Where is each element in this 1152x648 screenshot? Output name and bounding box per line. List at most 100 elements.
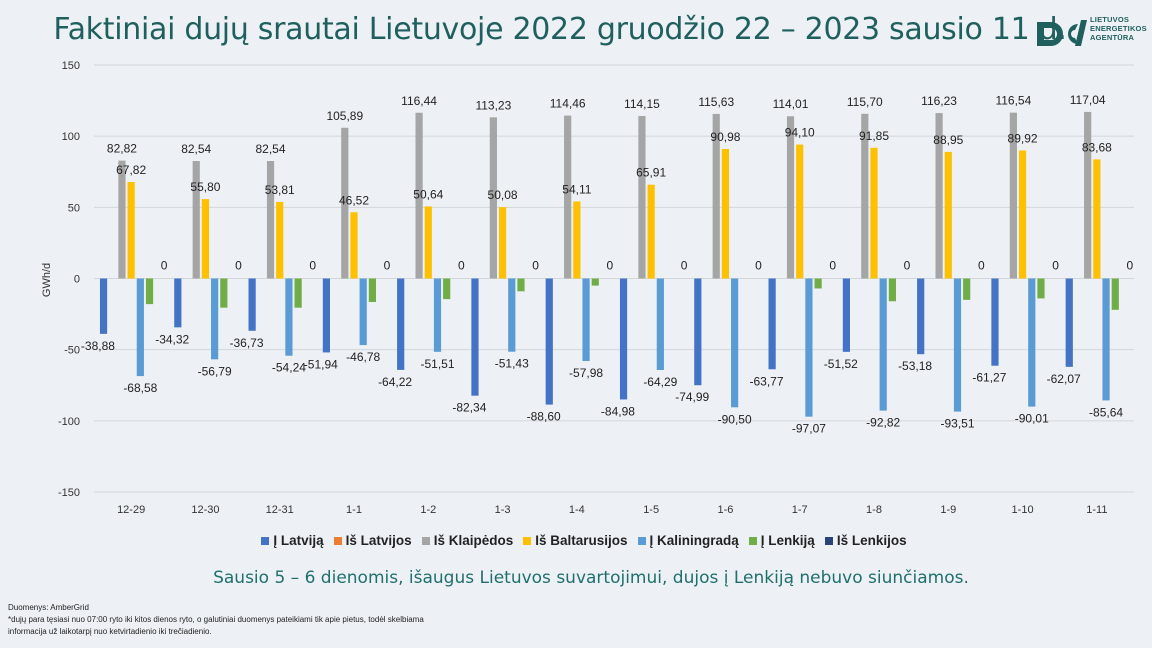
data-label: 116,54 — [995, 94, 1031, 108]
bar — [591, 278, 599, 286]
data-label: 0 — [161, 259, 168, 273]
bar — [879, 278, 887, 411]
data-label: -85,64 — [1089, 405, 1123, 419]
data-label: -56,79 — [198, 364, 232, 378]
bar — [443, 278, 451, 300]
data-label: -97,07 — [792, 422, 826, 436]
data-label: 105,89 — [326, 109, 363, 123]
x-tick-label: 1-9 — [940, 504, 956, 516]
bar — [471, 278, 479, 396]
legend-label: Į Latviją — [273, 533, 324, 548]
page-title: Faktiniai dujų srautai Lietuvoje 2022 gr… — [53, 12, 1067, 47]
bar — [861, 113, 869, 279]
bar — [582, 278, 590, 362]
bar — [1018, 150, 1027, 279]
bar — [276, 201, 284, 279]
bar — [870, 147, 878, 279]
data-label: 115,63 — [698, 95, 734, 109]
chart-note: Sausio 5 – 6 dienomis, išaugus Lietuvos … — [213, 568, 969, 588]
bar — [192, 161, 200, 279]
data-label: -51,43 — [495, 357, 529, 371]
bar — [424, 206, 432, 279]
data-label: -57,98 — [569, 366, 603, 380]
y-tick-label: -50 — [64, 345, 80, 357]
legend-swatch — [261, 536, 270, 545]
legend-swatch — [421, 536, 430, 545]
data-label: 67,82 — [116, 163, 146, 177]
bar — [118, 160, 126, 279]
data-label: 82,54 — [255, 142, 285, 156]
data-label: -93,51 — [940, 417, 974, 431]
data-label: 83,68 — [1082, 140, 1112, 154]
bar — [991, 278, 999, 366]
x-tick-label: 1-6 — [717, 504, 733, 516]
legend-label: Iš Baltarusijos — [535, 533, 628, 548]
data-label: -62,07 — [1047, 372, 1081, 386]
y-tick-label: 100 — [62, 131, 80, 143]
data-label: 0 — [384, 259, 391, 273]
bar — [220, 278, 228, 308]
bar — [517, 278, 525, 292]
legend-item: Į Lenkiją — [748, 533, 815, 548]
bar — [294, 278, 302, 308]
bar — [545, 278, 553, 405]
data-label: 0 — [532, 259, 539, 273]
data-label: 0 — [458, 259, 465, 273]
bar — [201, 199, 210, 279]
bar — [953, 278, 962, 412]
bar — [796, 144, 804, 279]
data-label: -34,32 — [155, 332, 189, 346]
bar — [127, 181, 135, 279]
x-tick-label: 1-2 — [420, 504, 436, 516]
bar — [805, 278, 813, 417]
y-tick-label: 0 — [74, 274, 80, 286]
bar — [963, 278, 971, 300]
legend-swatch — [824, 536, 833, 545]
bar — [814, 278, 822, 289]
bar — [498, 207, 507, 279]
data-label: 0 — [1052, 259, 1059, 273]
footer-source: Duomenys: AmberGrid — [8, 603, 89, 612]
bar — [935, 113, 943, 279]
data-label: 0 — [1127, 259, 1134, 273]
x-tick-label: 1-5 — [643, 504, 659, 516]
bar — [647, 184, 655, 279]
bar — [712, 113, 720, 279]
data-label: 65,91 — [636, 166, 666, 180]
data-label: -88,60 — [527, 410, 561, 424]
data-label: -82,34 — [452, 401, 486, 415]
y-tick-label: -100 — [58, 416, 80, 428]
bar — [368, 278, 376, 302]
data-label: -64,29 — [643, 375, 677, 389]
bar — [99, 278, 108, 334]
data-label: 82,82 — [107, 142, 137, 156]
bar — [564, 115, 572, 279]
bar — [944, 151, 952, 279]
bar — [731, 278, 739, 408]
data-label: -54,24 — [272, 361, 306, 375]
data-label: 116,23 — [921, 94, 957, 108]
legend-swatch — [748, 536, 757, 545]
data-label: 94,10 — [785, 126, 815, 140]
x-tick-label: 12-31 — [266, 504, 294, 516]
bar — [266, 161, 275, 279]
bar — [619, 278, 628, 400]
data-label: -92,82 — [866, 416, 900, 430]
data-label: -51,94 — [304, 357, 338, 371]
data-label: 114,46 — [550, 97, 586, 111]
bar — [359, 278, 367, 346]
data-label: 0 — [235, 259, 242, 273]
data-label: -90,01 — [1015, 412, 1049, 426]
legend-swatch — [637, 536, 646, 545]
bar — [1028, 278, 1036, 407]
bar — [1093, 159, 1101, 279]
bar — [768, 278, 776, 370]
data-label: 0 — [904, 259, 911, 273]
y-tick-label: 50 — [68, 202, 80, 214]
data-label: 46,52 — [339, 193, 369, 207]
bar — [1084, 111, 1092, 279]
bar — [694, 278, 702, 386]
legend-item: Iš Klaipėdos — [421, 533, 513, 548]
bar — [842, 278, 850, 352]
footer-note-line-2: informacija už laikotarpį nuo ketvirtadi… — [8, 627, 212, 636]
